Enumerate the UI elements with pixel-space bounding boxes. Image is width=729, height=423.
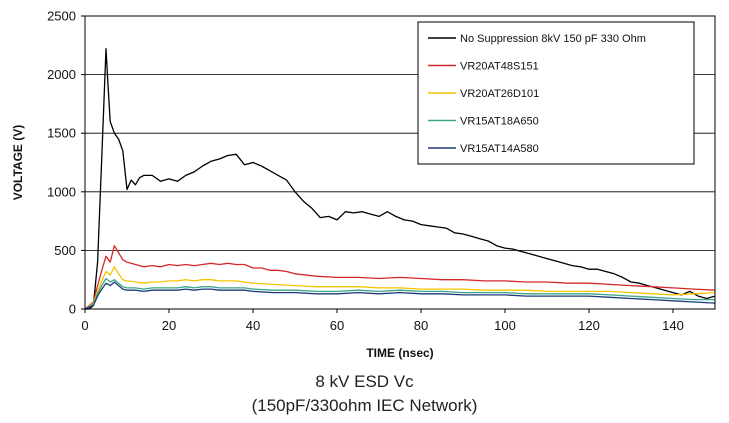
legend-label: VR20AT26D101 [460,88,539,100]
x-tick-label: 60 [330,318,344,333]
chart-title: 8 kV ESD Vc [315,372,414,391]
y-tick-label: 1500 [47,126,76,141]
y-tick-label: 500 [54,243,76,258]
y-tick-label: 0 [69,302,76,317]
legend-label: No Suppression 8kV 150 pF 330 Ohm [460,33,646,45]
legend-label: VR15AT14A580 [460,143,539,155]
x-tick-label: 100 [494,318,516,333]
esd-voltage-chart: 0 500 1000 1500 2000 2500 0 20 40 60 80 100 120 140 T… [11,9,716,360]
series-line-4 [84,277,715,310]
y-tick-label: 2000 [47,67,76,82]
series-line-1 [85,48,716,310]
series-layer [84,48,716,310]
series-line-5 [84,281,716,310]
x-tick-label: 140 [662,318,684,333]
x-axis-label: TIME (nsec) [366,346,433,360]
x-tick-label: 0 [81,318,88,333]
series-line-2 [84,245,716,310]
axis-ticks: 0 500 1000 1500 2000 2500 0 20 40 60 80 100 120 140 [47,9,684,334]
legend-label: VR15AT18A650 [460,116,539,128]
y-tick-label: 2500 [47,9,76,24]
chart-subtitle: (150pF/330ohm IEC Network) [251,396,478,415]
series-line-3 [84,266,716,310]
x-tick-label: 80 [414,318,428,333]
legend-label: VR20AT48S151 [460,61,539,73]
x-tick-label: 40 [246,318,260,333]
plot-area-frame [84,15,716,310]
y-axis-label: VOLTAGE (V) [11,125,25,201]
x-tick-label: 120 [578,318,600,333]
x-tick-label: 20 [162,318,176,333]
legend-box [417,21,695,165]
y-tick-label: 1000 [47,184,76,199]
legend: No Suppression 8kV 150 pF 330 Ohm VR20AT4… [417,21,695,165]
